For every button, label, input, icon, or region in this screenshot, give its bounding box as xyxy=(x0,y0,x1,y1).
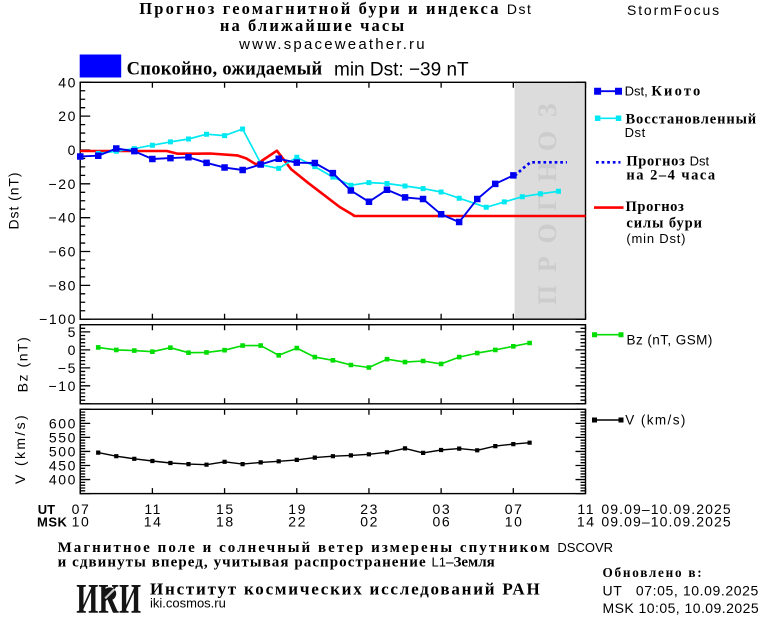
svg-text:−100: −100 xyxy=(39,311,77,327)
svg-text:−60: −60 xyxy=(48,244,77,260)
svg-text:Восстановленный: Восстановленный xyxy=(626,111,758,127)
svg-text:−80: −80 xyxy=(48,277,77,293)
svg-text:V (km/s): V (km/s) xyxy=(625,413,686,428)
svg-text:0: 0 xyxy=(68,142,77,158)
svg-text:07: 07 xyxy=(505,501,524,517)
svg-text:10: 10 xyxy=(505,514,524,530)
svg-text:23: 23 xyxy=(360,501,379,517)
svg-text:StormFocus: StormFocus xyxy=(627,2,721,18)
svg-text:П: П xyxy=(533,285,562,305)
svg-text:14: 14 xyxy=(144,514,163,530)
svg-text:Магнитное поле и солнечный вет: Магнитное поле и солнечный ветер измерен… xyxy=(58,540,613,556)
svg-text:Прогноз геомагнитной бури и ин: Прогноз геомагнитной бури и индекса Dst xyxy=(139,0,532,18)
svg-text:Р: Р xyxy=(533,256,562,272)
svg-text:−40: −40 xyxy=(48,210,77,226)
svg-text:09.09–10.09.2025: 09.09–10.09.2025 xyxy=(601,501,731,517)
svg-text:07: 07 xyxy=(72,501,91,517)
svg-text:на 2–4 часа: на 2–4 часа xyxy=(626,168,716,184)
svg-text:(min Dst): (min Dst) xyxy=(626,231,686,246)
svg-text:20: 20 xyxy=(58,108,77,124)
svg-text:40: 40 xyxy=(58,74,77,90)
svg-text:О: О xyxy=(533,223,562,243)
svg-text:UT 07:05, 10.09.2025: UT 07:05, 10.09.2025 xyxy=(603,583,759,599)
svg-text:06: 06 xyxy=(433,514,452,530)
svg-text:MSK: MSK xyxy=(37,515,68,530)
svg-text:03: 03 xyxy=(433,501,452,517)
svg-text:18: 18 xyxy=(216,514,235,530)
svg-text:Институт космических исследова: Институт космических исследований РАН xyxy=(150,580,541,599)
svg-text:Dst, Киото: Dst, Киото xyxy=(625,83,703,99)
svg-text:Спокойно, ожидаемый: Спокойно, ожидаемый xyxy=(127,60,323,80)
svg-text:−20: −20 xyxy=(48,176,77,192)
svg-text:iki.cosmos.ru: iki.cosmos.ru xyxy=(150,596,226,611)
svg-text:UT: UT xyxy=(38,502,55,517)
svg-text:09.09–10.09.2025: 09.09–10.09.2025 xyxy=(601,514,731,530)
svg-text:О: О xyxy=(533,131,562,151)
svg-text:−5: −5 xyxy=(58,360,77,376)
svg-text:Обновлено в:: Обновлено в: xyxy=(603,565,704,580)
svg-text:Н: Н xyxy=(533,162,562,182)
svg-text:Bz (nT, GSM): Bz (nT, GSM) xyxy=(627,333,713,348)
svg-text:Dst: Dst xyxy=(625,125,646,140)
svg-text:Прогноз: Прогноз xyxy=(626,199,685,215)
svg-text:Прогноз Dst: Прогноз Dst xyxy=(626,154,709,170)
svg-text:5: 5 xyxy=(68,324,77,340)
svg-text:11: 11 xyxy=(144,501,162,517)
svg-text:−10: −10 xyxy=(48,378,77,394)
svg-text:и сдвинуты вперед, учитывая ра: и сдвинуты вперед, учитывая распростране… xyxy=(58,555,495,571)
svg-text:на ближайшие часы: на ближайшие часы xyxy=(220,16,406,35)
svg-text:Dst (nT): Dst (nT) xyxy=(6,172,22,230)
svg-text:min Dst: −39 nT: min Dst: −39 nT xyxy=(334,60,469,81)
svg-text:11: 11 xyxy=(577,501,595,517)
svg-text:450: 450 xyxy=(49,458,77,474)
svg-text:MSK 10:05, 10.09.2025: MSK 10:05, 10.09.2025 xyxy=(603,600,760,616)
svg-text:02: 02 xyxy=(360,514,379,530)
svg-text:600: 600 xyxy=(49,415,77,431)
svg-text:силы бури: силы бури xyxy=(626,215,703,231)
svg-text:550: 550 xyxy=(49,429,77,445)
svg-text:15: 15 xyxy=(216,501,235,517)
svg-text:10: 10 xyxy=(72,514,91,530)
svg-text:14: 14 xyxy=(577,514,596,530)
svg-text:Bz (nT): Bz (nT) xyxy=(15,336,31,393)
svg-text:V (km/s): V (km/s) xyxy=(12,413,28,484)
svg-text:З: З xyxy=(533,103,562,117)
svg-text:500: 500 xyxy=(49,444,77,460)
svg-text:0: 0 xyxy=(68,342,77,358)
svg-text:www.spaceweather.ru: www.spaceweather.ru xyxy=(238,36,427,53)
svg-text:400: 400 xyxy=(49,472,77,488)
svg-text:22: 22 xyxy=(288,514,307,530)
svg-text:19: 19 xyxy=(288,501,307,517)
svg-text:Г: Г xyxy=(533,194,562,211)
